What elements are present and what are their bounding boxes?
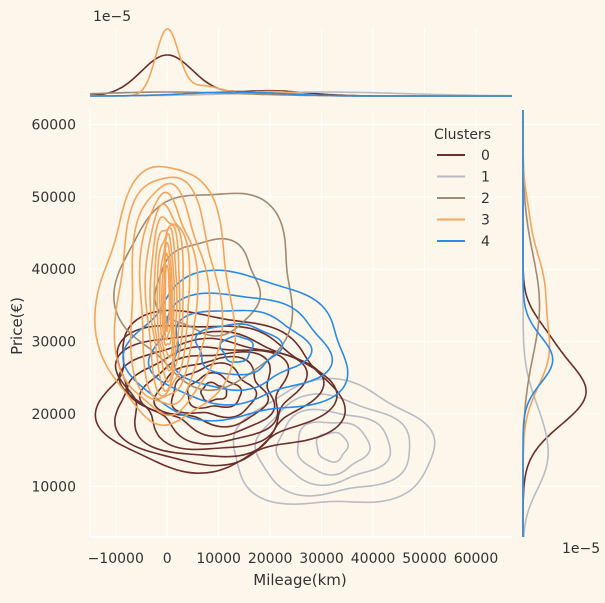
x-tick-label: 40000 xyxy=(351,551,396,567)
top-marginal-scale-label: 1e−5 xyxy=(93,9,131,25)
x-tick-label: 20000 xyxy=(248,551,293,567)
top-marginal xyxy=(89,27,512,97)
right-marginal-grid xyxy=(523,123,600,487)
contour-cluster-3 xyxy=(164,264,171,333)
contour-cluster-4 xyxy=(122,269,349,422)
x-tick-label: 10000 xyxy=(196,551,241,567)
contour-cluster-3 xyxy=(129,182,211,406)
x-tick-labels: −10000 0 10000 20000 30000 40000 50000 60000 xyxy=(88,551,499,567)
contour-cluster-0 xyxy=(199,381,228,403)
y-tick-label: 40000 xyxy=(31,262,76,278)
contour-cluster-3 xyxy=(158,232,176,359)
y-tick-label: 50000 xyxy=(31,190,76,206)
legend-label-1: 1 xyxy=(481,170,490,186)
contour-cluster-0 xyxy=(94,309,346,475)
y-marginal-cluster-1 xyxy=(522,110,550,538)
x-marginal-cluster-0 xyxy=(89,54,512,97)
contour-cluster-1 xyxy=(315,431,349,463)
x-marginal-cluster-3 xyxy=(90,27,512,97)
contour-cluster-3 xyxy=(156,226,178,372)
y-marginal-cluster-3 xyxy=(522,110,551,537)
contour-layer xyxy=(93,165,436,506)
contour-cluster-4 xyxy=(219,335,254,363)
x-tick-label: 50000 xyxy=(402,551,447,567)
contour-cluster-4 xyxy=(173,309,313,392)
legend: Clusters 0 1 2 3 4 xyxy=(434,127,491,250)
contour-cluster-1 xyxy=(232,377,436,506)
y-axis-label: Price(€) xyxy=(8,297,26,355)
x-marginal-cluster-4 xyxy=(90,91,512,97)
x-tick-label: 0 xyxy=(163,551,172,567)
y-tick-label: 20000 xyxy=(31,407,76,423)
legend-label-4: 4 xyxy=(481,234,490,250)
y-marginal-cluster-4 xyxy=(522,110,554,537)
main-grid xyxy=(90,110,512,537)
contour-cluster-2 xyxy=(113,192,294,392)
legend-label-3: 3 xyxy=(481,213,490,229)
contour-cluster-4 xyxy=(194,323,284,376)
y-tick-label: 10000 xyxy=(31,479,76,495)
contour-cluster-3 xyxy=(161,241,173,347)
legend-label-2: 2 xyxy=(481,191,490,207)
y-tick-label: 30000 xyxy=(31,335,76,351)
contour-cluster-3 xyxy=(93,165,237,426)
right-marginal xyxy=(522,110,587,538)
contour-cluster-3 xyxy=(162,252,172,341)
top-marginal-grid xyxy=(115,28,477,96)
contour-cluster-3 xyxy=(138,191,199,400)
contour-cluster-0 xyxy=(186,371,243,409)
x-axis-label: Mileage(km) xyxy=(253,571,346,589)
contour-cluster-1 xyxy=(296,421,371,476)
contour-cluster-3 xyxy=(144,203,191,397)
y-tick-labels: 10000 20000 30000 40000 50000 60000 xyxy=(31,117,76,495)
legend-title: Clusters xyxy=(434,127,491,143)
y-tick-label: 60000 xyxy=(31,117,76,133)
x-tick-label: 60000 xyxy=(454,551,499,567)
right-marginal-scale-label: 1e−5 xyxy=(562,541,600,557)
contour-cluster-0 xyxy=(114,330,325,458)
contour-cluster-1 xyxy=(254,393,411,497)
contour-cluster-4 xyxy=(147,292,334,406)
contour-cluster-3 xyxy=(113,176,224,417)
x-tick-label: 30000 xyxy=(299,551,344,567)
x-tick-label: −10000 xyxy=(88,551,144,567)
legend-label-0: 0 xyxy=(481,148,490,164)
contour-cluster-3 xyxy=(153,224,181,383)
contour-cluster-1 xyxy=(275,408,392,487)
contour-cluster-3 xyxy=(149,216,185,392)
